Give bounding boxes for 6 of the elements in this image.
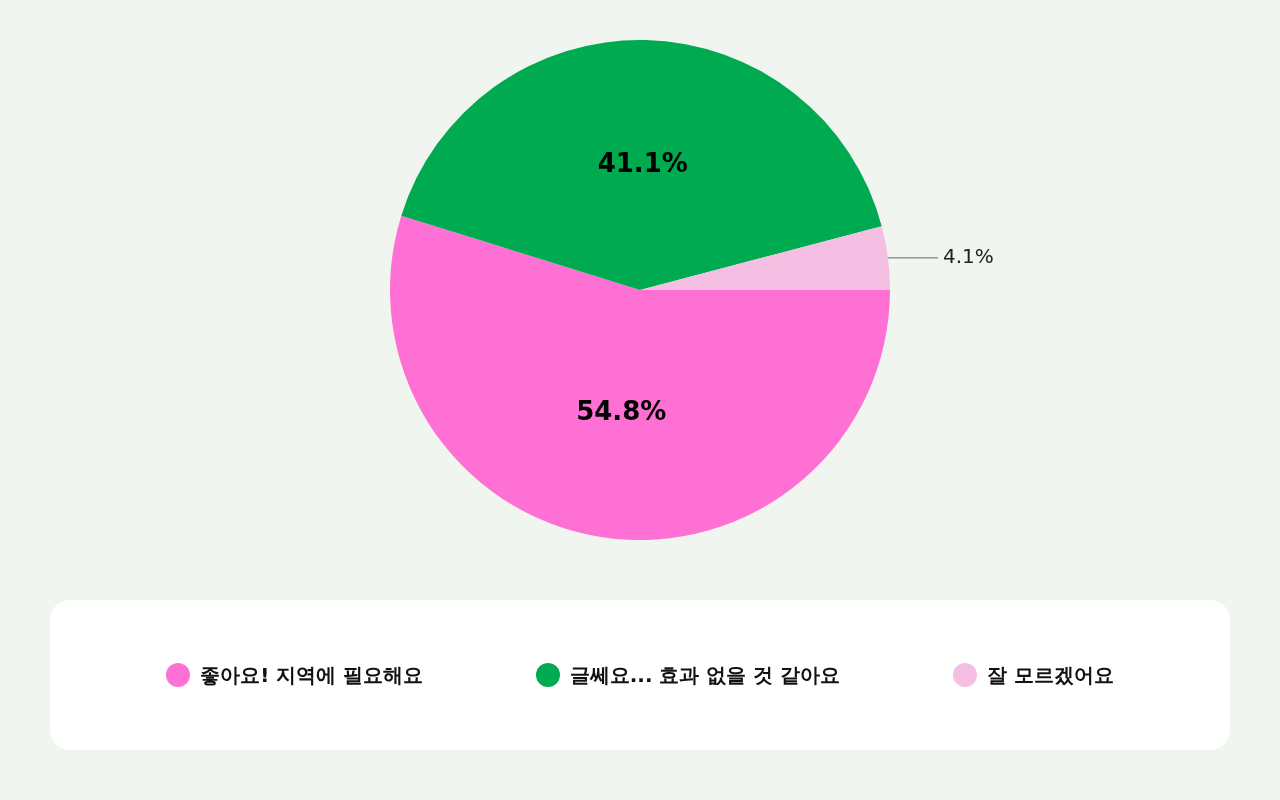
data-label: 4.1% — [942, 244, 994, 269]
legend-label: 잘 모르겠어요 — [986, 661, 1114, 689]
data-label: 41.1% — [597, 147, 688, 178]
legend-label: 글쎄요... 효과 없을 것 같아요 — [569, 661, 841, 689]
data-label: 54.8% — [576, 396, 667, 427]
legend-label: 좋아요! 지역에 필요해요 — [200, 661, 424, 689]
